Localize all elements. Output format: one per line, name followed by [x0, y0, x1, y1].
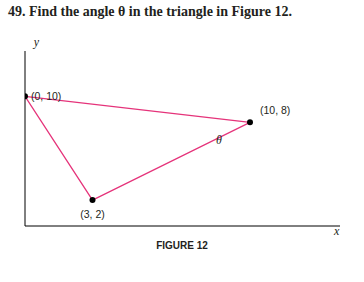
html-text:FIGURE 12: FIGURE 12 — [156, 240, 208, 251]
svg-text:(10, 8): (10, 8) — [260, 104, 290, 116]
html-text:49. Find the angle θ in the tr: 49. Find the angle θ in the triangle in … — [8, 4, 292, 19]
svg-text:(3, 2): (3, 2) — [80, 208, 105, 220]
svg-text:(0, 10): (0, 10) — [31, 90, 61, 102]
svg-text:x: x — [333, 224, 340, 236]
svg-text:y: y — [33, 35, 40, 49]
svg-text:θ: θ — [216, 133, 222, 147]
